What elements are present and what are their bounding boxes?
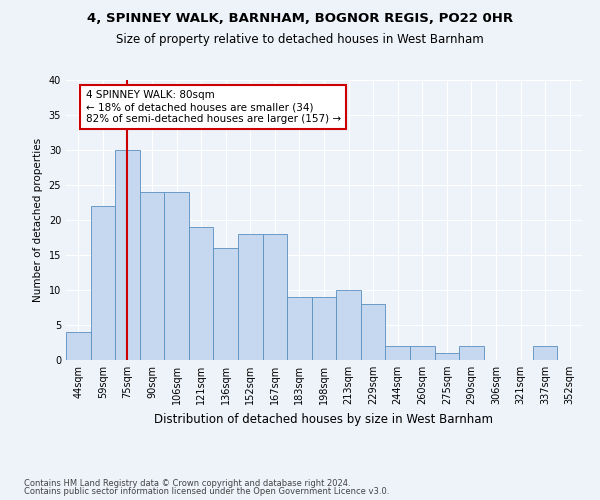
Bar [361, 304, 385, 360]
Bar [115, 150, 140, 360]
Bar [66, 332, 91, 360]
Bar [459, 346, 484, 360]
Text: Contains HM Land Registry data © Crown copyright and database right 2024.: Contains HM Land Registry data © Crown c… [24, 478, 350, 488]
X-axis label: Distribution of detached houses by size in West Barnham: Distribution of detached houses by size … [155, 412, 493, 426]
Bar [214, 248, 238, 360]
Bar [189, 227, 214, 360]
Bar [434, 353, 459, 360]
Text: 4, SPINNEY WALK, BARNHAM, BOGNOR REGIS, PO22 0HR: 4, SPINNEY WALK, BARNHAM, BOGNOR REGIS, … [87, 12, 513, 26]
Text: Contains public sector information licensed under the Open Government Licence v3: Contains public sector information licen… [24, 488, 389, 496]
Bar [287, 297, 312, 360]
Bar [263, 234, 287, 360]
Bar [91, 206, 115, 360]
Bar [140, 192, 164, 360]
Bar [164, 192, 189, 360]
Bar [385, 346, 410, 360]
Bar [410, 346, 434, 360]
Bar [336, 290, 361, 360]
Bar [312, 297, 336, 360]
Bar [533, 346, 557, 360]
Bar [238, 234, 263, 360]
Y-axis label: Number of detached properties: Number of detached properties [33, 138, 43, 302]
Text: 4 SPINNEY WALK: 80sqm
← 18% of detached houses are smaller (34)
82% of semi-deta: 4 SPINNEY WALK: 80sqm ← 18% of detached … [86, 90, 341, 124]
Text: Size of property relative to detached houses in West Barnham: Size of property relative to detached ho… [116, 32, 484, 46]
